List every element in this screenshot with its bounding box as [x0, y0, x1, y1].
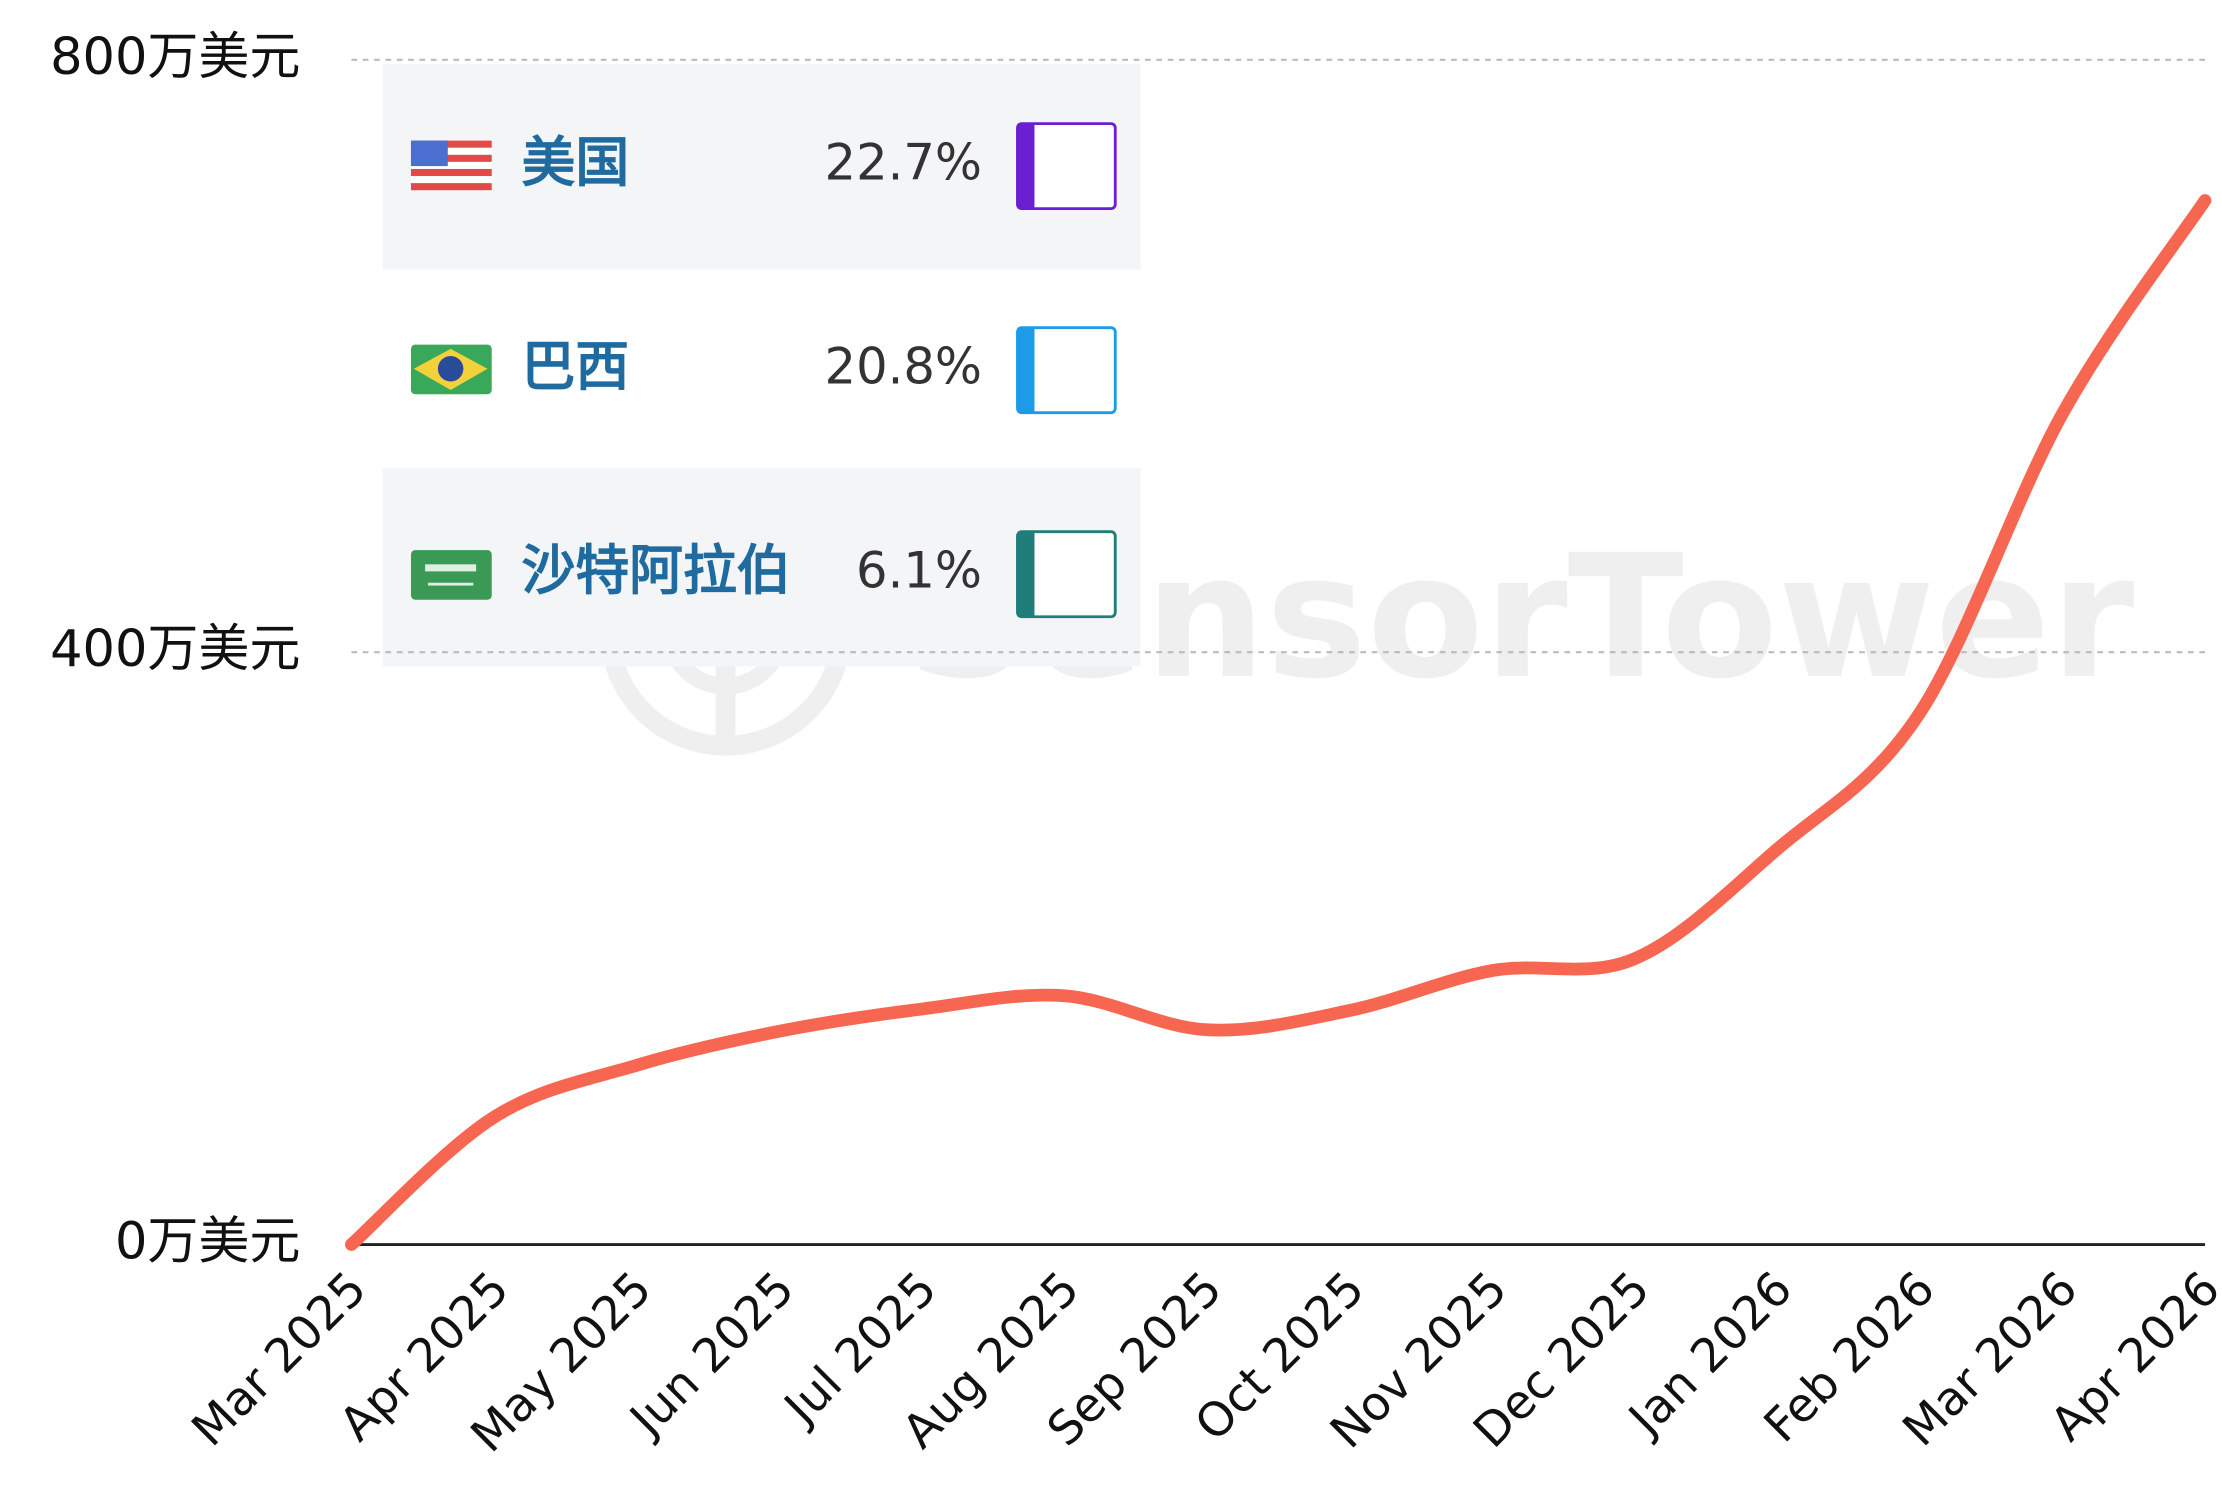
y-tick-label: 400万美元 [50, 620, 300, 679]
legend: 美国 22.7% 巴西 20.8% 沙特阿拉伯 6.1% [382, 64, 1141, 667]
legend-name: 巴西 [521, 335, 629, 398]
legend-share: 20.8% [825, 338, 983, 396]
legend-checkbox-bar [1017, 327, 1035, 413]
flag-br [410, 344, 492, 395]
flag-sa [410, 550, 492, 600]
legend-row-bg [382, 64, 1141, 270]
legend-share: 6.1% [856, 542, 982, 600]
legend-share: 22.7% [825, 134, 983, 192]
legend-name: 美国 [521, 131, 629, 194]
legend-checkbox-bar [1017, 123, 1035, 209]
legend-checkbox-bar [1017, 531, 1035, 617]
y-tick-label: 800万美元 [50, 28, 300, 87]
legend-row-bg [382, 467, 1141, 667]
y-tick-label: 0万美元 [115, 1213, 300, 1272]
line [345, 194, 2212, 1251]
flag-us [410, 140, 492, 191]
legend-name: 沙特阿拉伯 [521, 539, 790, 602]
